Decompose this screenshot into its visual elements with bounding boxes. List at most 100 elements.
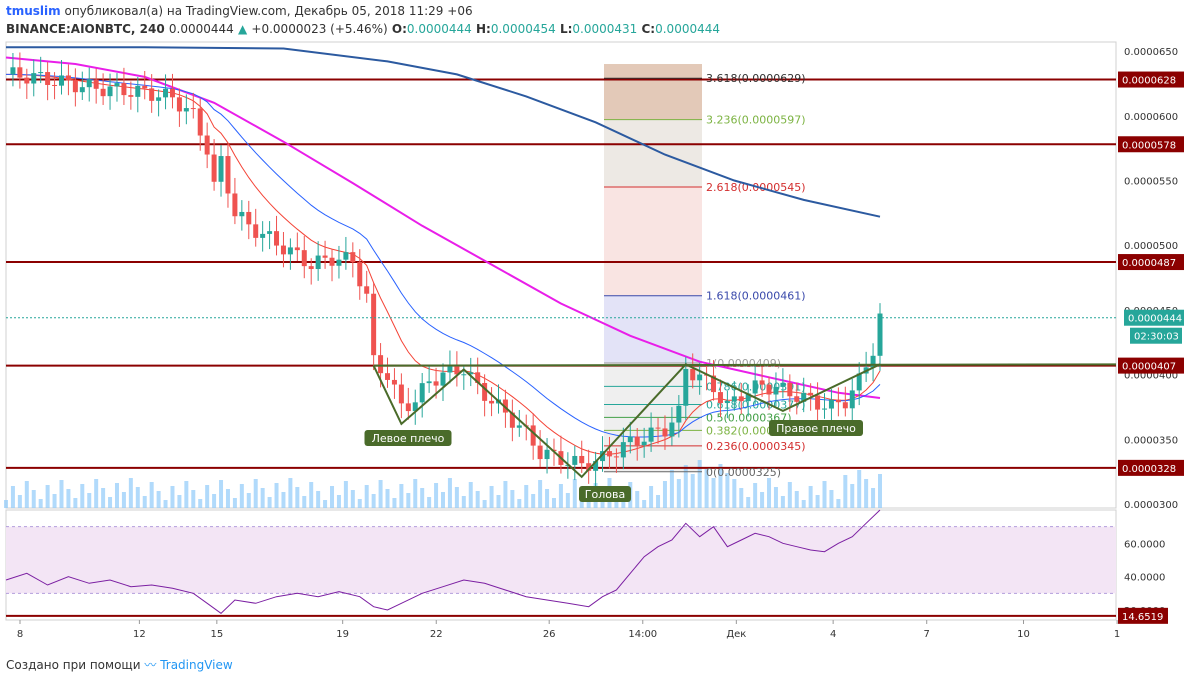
volume-bar [586,497,591,508]
candle-body [641,441,647,446]
candle-body [808,392,814,396]
chart-canvas[interactable]: 0.0000650 0.0000600 0.0000550 0.0000500 0.00… [0,0,1188,650]
pattern-annotation-bg [579,486,631,502]
publish-info: tmuslim опубликовал(а) на TradingView.co… [6,4,473,18]
volume-bar [434,483,439,508]
volume-bar [281,492,286,508]
volume-bar [871,488,876,508]
x-axis-tick: Дек [726,629,746,640]
candle-body [114,83,120,87]
x-axis-tick: 7 [924,629,930,640]
fib-level-label: 3.236(0.0000597) [706,114,806,127]
candle-body [211,154,217,182]
volume-bar [288,478,293,508]
volume-bar [309,482,314,508]
candle-body [801,392,807,402]
volume-bar [572,479,577,508]
tradingview-brand[interactable]: TradingView [160,658,233,672]
candle-body [204,135,210,155]
level-price-label: 0.0000628 [1122,76,1176,87]
candle-body [759,380,765,385]
candle-body [294,247,300,251]
level-price-label: 0.0000578 [1122,140,1176,151]
volume-bar [121,492,126,508]
volume-bar [468,482,473,508]
candle-body [502,399,508,413]
candle-body [336,259,342,266]
volume-bar [704,469,709,508]
volume-bar [108,497,113,508]
candle-body [121,83,127,96]
candle-body [45,72,51,85]
candle-body [343,252,349,260]
volume-bar [295,487,300,508]
y-axis-tick: 0.0000400 [1124,371,1178,382]
sma200-line [5,56,881,399]
volume-bar [357,499,362,508]
author-link[interactable]: tmuslim [6,4,61,18]
volume-bar [427,497,432,508]
symbol-name[interactable]: BINANCE:AIONBTC, 240 [6,22,165,36]
candle-body [10,67,16,75]
volume-bar [45,485,50,508]
created-text: Создано при помощи [6,658,141,672]
volume-bar [142,496,147,508]
candle-body [752,380,758,394]
fib-level-label: 1.618(0.0000461) [706,290,806,303]
volume-bar [177,495,182,508]
level-price-tag [1118,136,1184,153]
candle-body [516,425,522,428]
candle-body [364,286,370,294]
volume-bar [336,495,341,508]
volume-bar [690,474,695,508]
candle-body [385,373,391,380]
volume-bar [697,460,702,508]
volume-bar [767,478,772,508]
rsi-y-tick: 40.0000 [1124,573,1165,584]
neckline [373,363,1117,367]
volume-bar [378,480,383,508]
volume-bar [225,489,230,508]
volume-bar [801,500,806,508]
volume-bar [392,498,397,508]
candle-body [142,85,148,89]
candle-body [176,97,182,112]
candle-body [468,372,474,375]
candle-body [648,427,654,442]
candle-body [58,75,64,86]
candle-body [815,395,821,410]
volume-bar [10,486,15,508]
tradingview-logo-icon: 〰 [144,658,157,672]
volume-bar [739,488,744,508]
y-axis-tick: 0.0000350 [1124,435,1178,446]
rsi-y-tick: 60.0000 [1124,539,1165,550]
candle-body [794,396,800,402]
volume-bar [857,470,862,508]
volume-bar [864,479,869,508]
volume-bar [760,492,765,508]
candle-body [232,193,238,217]
volume-bar [517,499,522,508]
sma-long-line [6,46,881,218]
candle-body [433,381,439,386]
volume-bar [447,478,452,508]
volume-bar [253,479,258,508]
candle-body [301,250,307,267]
volume-bar [420,488,425,508]
volume-bar [510,490,515,508]
pattern-annotation: Правое плечо [776,422,856,435]
volume-bar [669,470,674,508]
candle-body [877,313,883,356]
candle-body [239,211,245,217]
up-triangle-icon: ▲ [238,22,248,36]
x-axis-tick: 10 [1017,629,1030,640]
volume-bar [732,479,737,508]
candle-body [780,382,786,387]
volume-bar [808,486,813,508]
x-axis-tick: 1 [1114,629,1120,640]
volume-bar [482,500,487,508]
y-axis-tick: 0.0000650 [1124,47,1178,58]
volume-bar [343,481,348,508]
volume-bar [66,489,71,508]
candle-body [613,456,619,458]
